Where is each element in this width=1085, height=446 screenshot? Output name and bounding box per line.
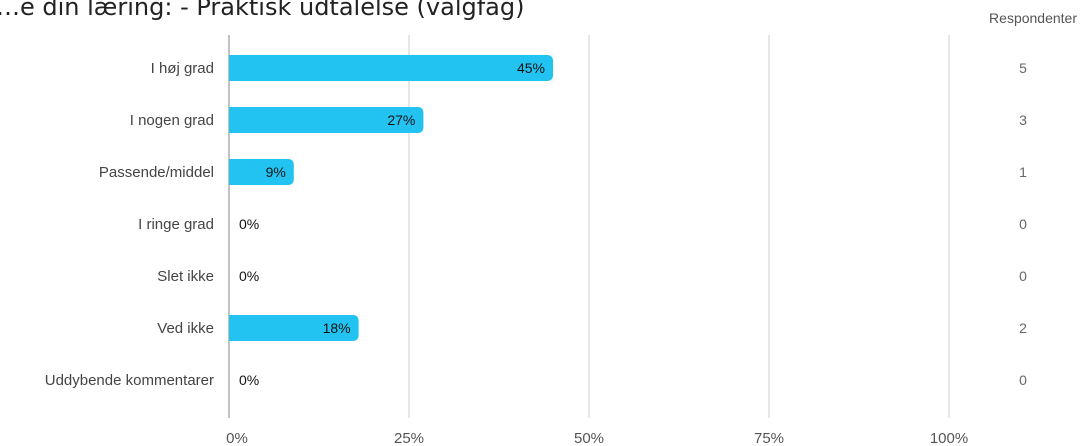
category-label: Slet ikke (157, 268, 214, 285)
x-tick-label: 0% (226, 430, 248, 446)
respondent-count: 0 (1019, 268, 1027, 284)
respondent-count: 0 (1019, 216, 1027, 232)
respondents-header: Respondenter (989, 10, 1077, 26)
data-label: 27% (387, 112, 415, 128)
respondent-count: 5 (1019, 60, 1027, 76)
x-tick-label: 100% (930, 430, 968, 446)
respondent-count: 3 (1019, 112, 1027, 128)
bar (229, 315, 359, 341)
respondent-count: 0 (1019, 372, 1027, 388)
bar (229, 55, 553, 81)
chart-title: …e din læring: - Praktisk udtalelse (val… (0, 0, 525, 21)
data-label: 9% (266, 164, 286, 180)
respondent-count: 2 (1019, 320, 1027, 336)
category-label: I nogen grad (130, 112, 214, 129)
respondent-count: 1 (1019, 164, 1027, 180)
data-label: 18% (323, 320, 351, 336)
x-tick-label: 50% (574, 430, 604, 446)
data-label: 0% (239, 268, 259, 284)
data-label: 0% (239, 372, 259, 388)
x-tick-label: 25% (394, 430, 424, 446)
bar (229, 107, 424, 133)
data-label: 0% (239, 216, 259, 232)
x-tick-label: 75% (754, 430, 784, 446)
category-label: Passende/middel (99, 164, 214, 181)
bar (229, 159, 294, 185)
category-label: I høj grad (151, 60, 214, 77)
category-label: Ved ikke (157, 320, 214, 337)
category-label: I ringe grad (138, 216, 214, 233)
category-label: Uddybende kommentarer (45, 372, 214, 389)
data-label: 45% (517, 60, 545, 76)
